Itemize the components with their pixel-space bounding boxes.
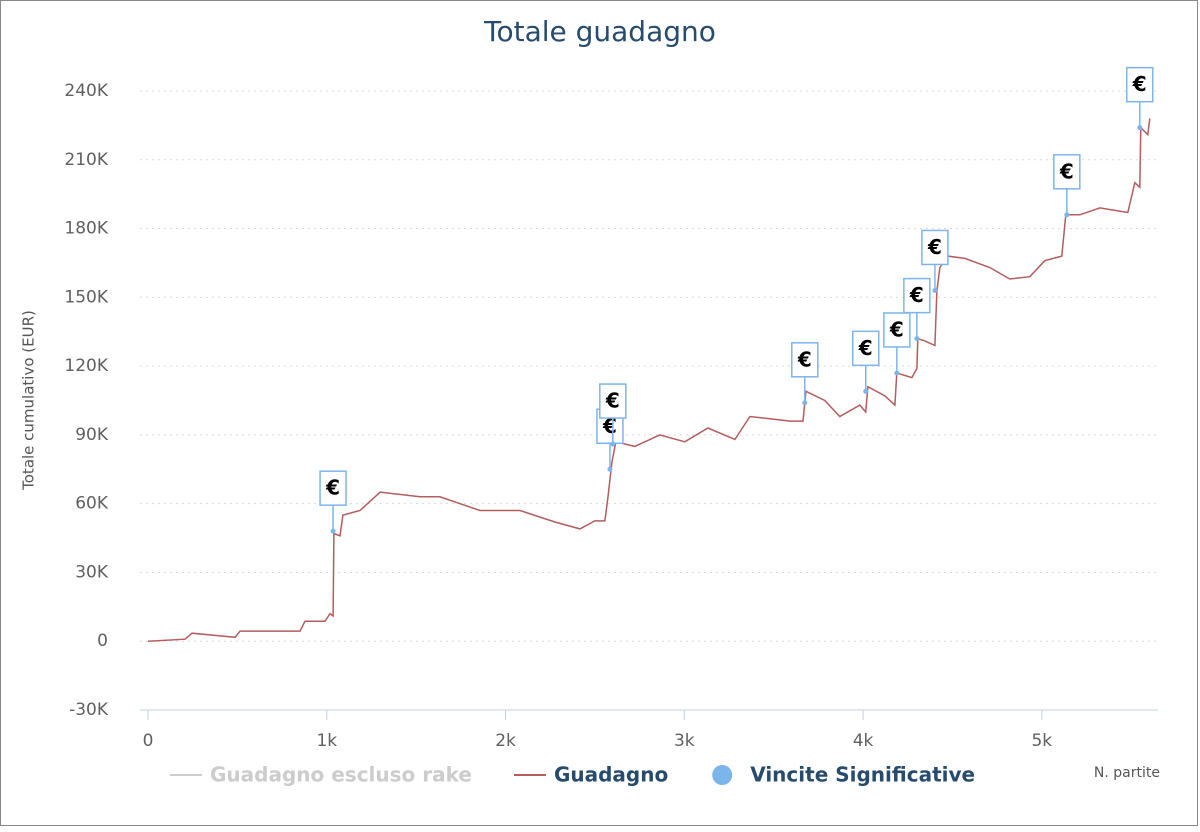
flag-label: €	[1132, 72, 1147, 96]
win-point	[894, 370, 900, 376]
x-axis-title: N. partite	[1094, 765, 1160, 781]
flag-box	[921, 229, 949, 266]
legend-item[interactable]: Vincite Significative	[712, 763, 975, 787]
y-tick-label: 240K	[64, 81, 108, 101]
flag-box	[599, 383, 627, 419]
win-point	[863, 388, 869, 394]
legend-item[interactable]: Guadagno	[513, 763, 668, 787]
x-tick-label: 4k	[853, 731, 874, 751]
win-point	[802, 400, 808, 406]
y-tick-label: 150K	[64, 287, 108, 307]
y-tick-label: -30K	[69, 700, 109, 720]
y-tick-label: 120K	[64, 356, 108, 376]
win-point	[1137, 125, 1143, 131]
y-tick-label: 180K	[64, 219, 108, 239]
legend-label: Guadagno escluso rake	[210, 763, 472, 787]
legend-item[interactable]: Guadagno escluso rake	[170, 763, 472, 787]
flag-label: €	[858, 336, 873, 360]
x-tick-label: 5k	[1031, 731, 1052, 751]
x-tick-label: 1k	[316, 731, 337, 751]
flag-box	[903, 277, 931, 314]
flag-box	[319, 470, 347, 506]
win-point	[607, 466, 613, 472]
legend-marker	[712, 765, 733, 785]
flag-label: €	[605, 389, 620, 413]
flag-box	[791, 342, 819, 378]
x-tick-label: 2k	[495, 731, 516, 751]
y-tick-label: 30K	[75, 562, 109, 582]
legend-label: Guadagno	[554, 763, 668, 787]
flag-label: €	[927, 235, 942, 259]
win-point	[1064, 212, 1070, 218]
x-tick-label: 3k	[674, 731, 695, 751]
win-point	[914, 336, 920, 342]
flag-box	[851, 330, 880, 367]
y-axis-title: Totale cumulativo (EUR)	[20, 310, 38, 491]
flag-label: €	[1059, 159, 1074, 183]
win-point	[932, 287, 938, 293]
flag-box	[883, 312, 911, 348]
flag-box	[1053, 154, 1081, 190]
y-tick-label: 210K	[64, 150, 108, 170]
y-tick-label: 0	[97, 631, 108, 651]
flag-label: €	[889, 317, 904, 341]
chart-title: Totale guadagno	[483, 15, 716, 48]
win-point	[330, 528, 336, 534]
y-tick-label: 90K	[75, 425, 109, 445]
line-series	[147, 118, 1151, 642]
win-point	[610, 441, 616, 447]
flag-box	[1126, 66, 1154, 103]
x-tick-label: 0	[143, 731, 154, 751]
flag-label: €	[325, 476, 340, 500]
flag-label: €	[909, 283, 924, 307]
legend-label: Vincite Significative	[750, 763, 975, 787]
flag-label: €	[797, 347, 812, 371]
y-tick-label: 60K	[75, 494, 109, 514]
